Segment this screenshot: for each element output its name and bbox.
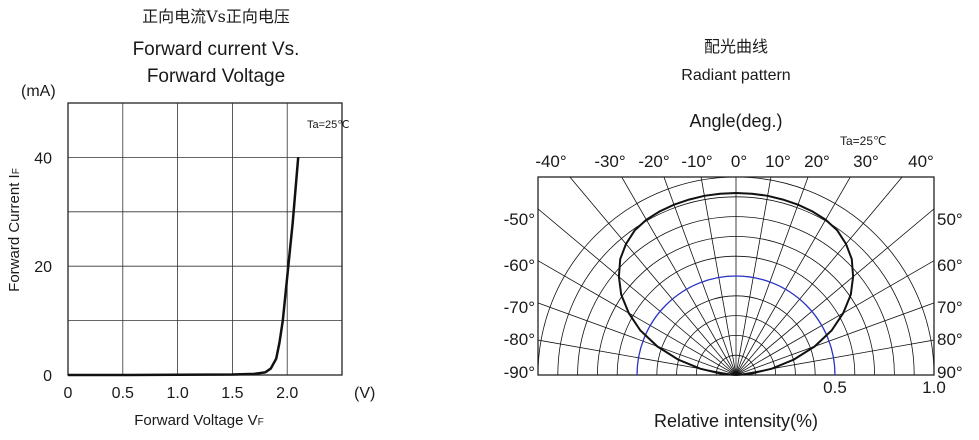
iv-title: Forward current Vs. [133, 39, 300, 60]
radiant-grid-ray [735, 302, 934, 375]
radiant-grid-ray [569, 177, 737, 375]
radiant-left-tick-label: -60° [504, 256, 535, 275]
radiant-left-tick-label: -50° [504, 210, 535, 229]
radiant-top-tick-label: -30° [594, 152, 625, 171]
radiant-left-tick-label: -70° [504, 298, 535, 317]
iv-title-cn: 正向电流Vs正向电压 [142, 7, 290, 26]
radiant-grid-ray [735, 177, 809, 375]
iv-y-tick-label: 40 [34, 150, 52, 167]
radiant-annotation: Ta=25℃ [840, 134, 887, 148]
radiant-grid-ray [735, 208, 934, 375]
iv-plot-frame [67, 102, 343, 376]
radiant-top-tick-label: 40° [908, 152, 934, 171]
radiant-top-tick-label: -20° [638, 152, 669, 171]
iv-y-unit: (mA) [21, 83, 56, 100]
radiant-top-tick-label: -40° [535, 152, 566, 171]
radiant-title-cn: 配光曲线 [704, 37, 768, 56]
radiant-x-axis-label: Relative intensity(%) [654, 411, 818, 431]
radiant-top-tick-label: 10° [765, 152, 791, 171]
iv-tick-labels: 0 0.5 1.0 1.5 2.0 0 20 40 [34, 150, 298, 402]
radiant-grid-ray [663, 177, 737, 375]
iv-x-unit: (V) [354, 385, 375, 402]
radiant-right-tick-label: 50° [937, 210, 963, 229]
iv-x-axis-label: Forward Voltage VF [134, 412, 264, 429]
radiant-grid-ray [735, 339, 934, 375]
iv-curve-series [68, 157, 300, 377]
iv-chart: 正向电流Vs正向电压 Forward current Vs. Forward V… [6, 7, 375, 429]
radiant-top-tick-label: 0° [731, 152, 747, 171]
radiant-title: Radiant pattern [681, 67, 790, 84]
radiant-radius-tick-label: 0.5 [823, 378, 847, 397]
radiant-radius-tick-label: 1.0 [922, 378, 946, 397]
iv-y-tick-label: 0 [43, 368, 52, 385]
radiant-right-tick-label: 80° [937, 330, 963, 349]
radiant-chart: 配光曲线 Radiant pattern Angle(deg.) Ta=25℃ … [504, 37, 963, 431]
iv-x-tick-label: 1.5 [221, 385, 243, 402]
radiant-right-tick-label: 60° [937, 256, 963, 275]
radiant-left-tick-label: -80° [504, 330, 535, 349]
radiant-grid-ray [538, 208, 737, 375]
radiant-grid-ray [735, 177, 903, 375]
iv-x-tick-label: 0 [64, 385, 73, 402]
radiant-grid-ray [735, 177, 851, 375]
radiant-grid-circle [538, 177, 934, 375]
radiant-half-intensity-arc [636, 275, 836, 376]
iv-grid [67, 102, 343, 376]
radiant-grid-ray [700, 177, 737, 375]
radiant-grid-ray [538, 260, 737, 375]
iv-title-line2: Forward Voltage [147, 66, 285, 87]
radiant-grid-ray [538, 302, 737, 375]
iv-x-tick-label: 0.5 [112, 385, 134, 402]
iv-annotation: Ta=25℃ [307, 119, 350, 131]
radiant-subtitle: Angle(deg.) [689, 111, 782, 131]
radiant-grid-ray [735, 177, 772, 375]
radiant-tick-labels: -40° -30° -20° -10° 0° 10° 20° 30° 40° -50° -60° -7… [504, 152, 963, 397]
iv-y-tick-label: 20 [34, 259, 52, 276]
radiant-grid-ray [538, 339, 737, 375]
iv-x-tick-label: 2.0 [276, 385, 298, 402]
iv-x-tick-label: 1.0 [166, 385, 188, 402]
radiant-grid-ray [621, 177, 737, 375]
radiant-pattern-curve [617, 191, 855, 376]
radiant-top-tick-label: 20° [804, 152, 830, 171]
radiant-grid-ray [735, 260, 934, 375]
radiant-top-tick-label: 30° [853, 152, 879, 171]
iv-y-axis-label: Forward Current IF [6, 168, 23, 292]
radiant-top-tick-label: -10° [681, 152, 712, 171]
radiant-right-tick-label: 70° [937, 298, 963, 317]
radiant-right-tick-label: 90° [937, 363, 963, 382]
radiant-left-tick-label: -90° [504, 363, 535, 382]
